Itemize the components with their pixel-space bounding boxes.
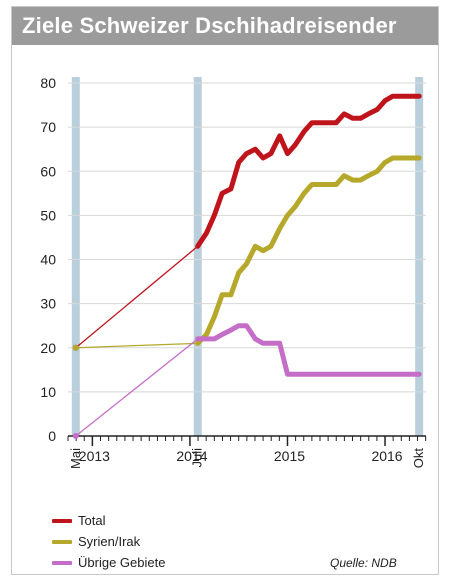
chart-title: Ziele Schweizer Dschihadreisender (22, 13, 397, 38)
y-tick-label: 10 (40, 384, 56, 400)
y-tick-label: 40 (40, 252, 56, 268)
legend-label-syrien-irak: Syrien/Irak (78, 534, 141, 549)
legend-item-total: Total (52, 513, 105, 528)
y-tick-label: 30 (40, 296, 56, 312)
start-point--brige-gebiete (72, 433, 79, 439)
legend-item-syrien-irak: Syrien/Irak (52, 534, 140, 549)
title-bar: Ziele Schweizer Dschihadreisender (12, 7, 438, 45)
highlight-column-juli (193, 77, 202, 436)
legend-swatch-uebrige-gebiete (52, 560, 72, 565)
highlight-column-mai (71, 77, 80, 436)
source-note: Quelle: NDB (330, 556, 397, 570)
legend-swatch-syrien-irak (52, 539, 72, 544)
y-tick-label: 60 (40, 163, 56, 179)
chart-card: Ziele Schweizer Dschihadreisender (11, 6, 439, 575)
y-tick-label: 70 (40, 119, 56, 135)
connector-syrien-irak (75, 342, 198, 349)
legend-label-total: Total (78, 513, 106, 528)
x-year-label: 2014 (176, 448, 207, 464)
highlight-column-okt (415, 77, 424, 436)
connector--brige-gebiete (75, 338, 199, 437)
y-tick-label: 80 (40, 75, 56, 91)
connector-total (75, 245, 199, 349)
legend-swatch-total (52, 518, 72, 523)
x-month-label: Okt (411, 448, 426, 469)
legend-label-uebrige-gebiete: Übrige Gebiete (78, 555, 166, 570)
x-year-label: 2013 (79, 448, 110, 464)
legend-item-uebrige-gebiete: Übrige Gebiete (52, 555, 165, 570)
series-line-syrien-irak (195, 155, 422, 346)
x-year-label: 2015 (274, 448, 305, 464)
x-month-label: Mai (68, 448, 83, 469)
series-line--brige-gebiete (195, 323, 422, 377)
y-tick-label: 50 (40, 207, 56, 223)
x-month-label: Juli (190, 448, 205, 468)
x-year-label: 2016 (371, 448, 402, 464)
y-tick-label: 20 (40, 340, 56, 356)
y-tick-label: 0 (48, 428, 56, 444)
start-point-syrien-irak (72, 344, 79, 351)
series-line-total (195, 93, 422, 249)
